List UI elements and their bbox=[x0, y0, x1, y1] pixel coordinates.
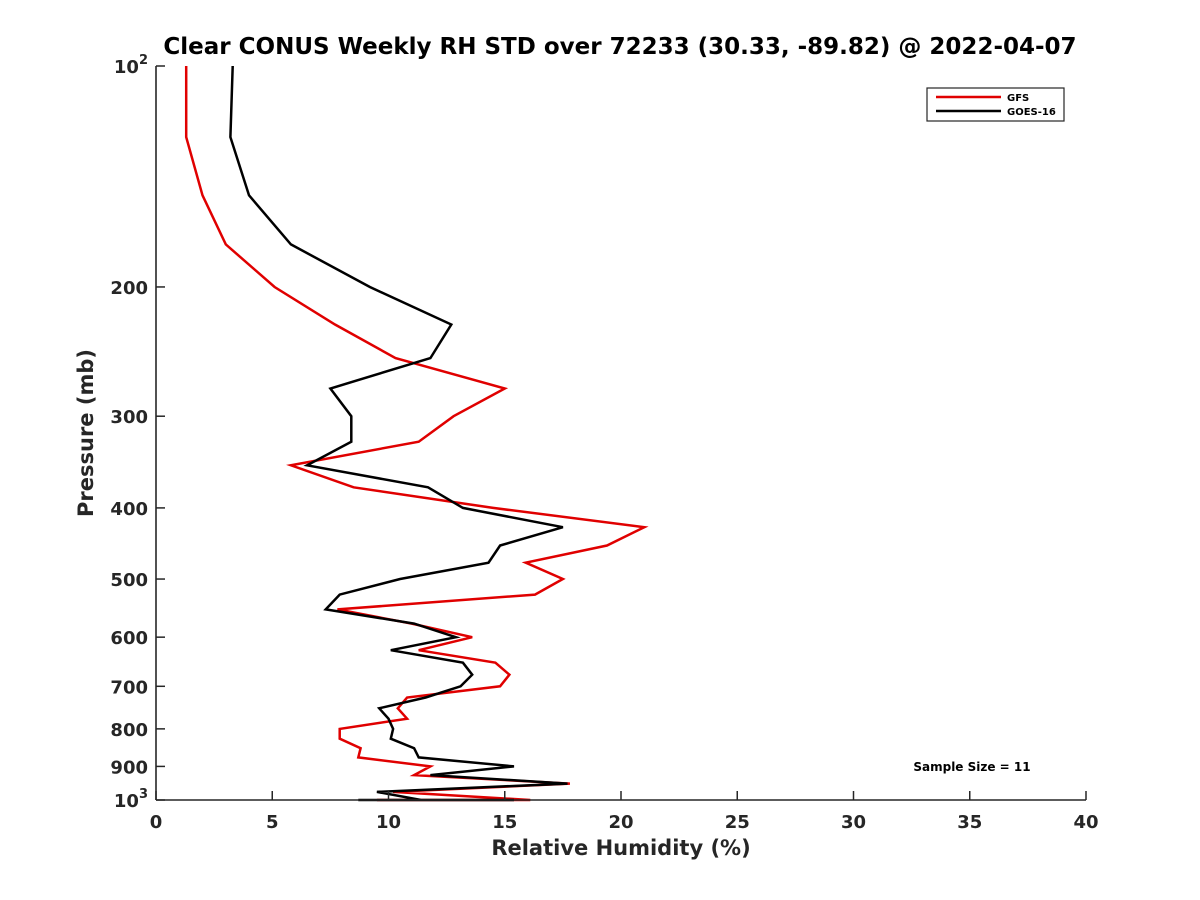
legend-box bbox=[926, 87, 1065, 122]
x-axis-ticks: 0 5 10 15 20 25 30 35 40 bbox=[150, 791, 1099, 833]
y-tick-label: 900 bbox=[110, 757, 148, 778]
x-tick-label: 5 bbox=[266, 812, 279, 833]
series-line-goes-16 bbox=[229, 65, 568, 802]
y-tick-label: 300 bbox=[110, 407, 148, 428]
x-tick-label: 0 bbox=[150, 812, 163, 833]
legend-label-goes-16: GOES-16 bbox=[1007, 107, 1056, 118]
sample-size-annotation: Sample Size = 11 bbox=[913, 760, 1030, 774]
y-axis-ticks: 102 200 300 400 500 600 700 800 900 103 bbox=[110, 53, 165, 812]
x-tick-label: 20 bbox=[608, 812, 633, 833]
y-tick-label: 800 bbox=[110, 720, 148, 741]
x-axis-label: Relative Humidity (%) bbox=[491, 836, 750, 860]
x-tick-label: 40 bbox=[1073, 812, 1098, 833]
x-tick-label: 30 bbox=[841, 812, 866, 833]
y-axis-label: Pressure (mb) bbox=[74, 349, 98, 517]
y-tick-label: 200 bbox=[110, 278, 148, 299]
x-tick-label: 10 bbox=[376, 812, 401, 833]
y-tick-label: 500 bbox=[110, 570, 148, 591]
y-tick-label: 700 bbox=[110, 677, 148, 698]
series-layer bbox=[184, 65, 649, 802]
chart-title: Clear CONUS Weekly RH STD over 72233 (30… bbox=[163, 34, 1076, 60]
x-tick-label: 25 bbox=[725, 812, 750, 833]
y-tick-label: 103 bbox=[114, 787, 148, 812]
x-tick-label: 15 bbox=[492, 812, 517, 833]
plot-area: 0 5 10 15 20 25 30 35 40 102 200 300 400 500 600 700 80… bbox=[110, 53, 1098, 833]
legend-label-gfs: GFS bbox=[1007, 93, 1029, 104]
y-tick-label: 400 bbox=[110, 499, 148, 520]
y-tick-label: 600 bbox=[110, 628, 148, 649]
x-tick-label: 35 bbox=[957, 812, 982, 833]
y-tick-label: 102 bbox=[114, 53, 148, 78]
legend: GFS GOES-16 bbox=[926, 87, 1065, 122]
